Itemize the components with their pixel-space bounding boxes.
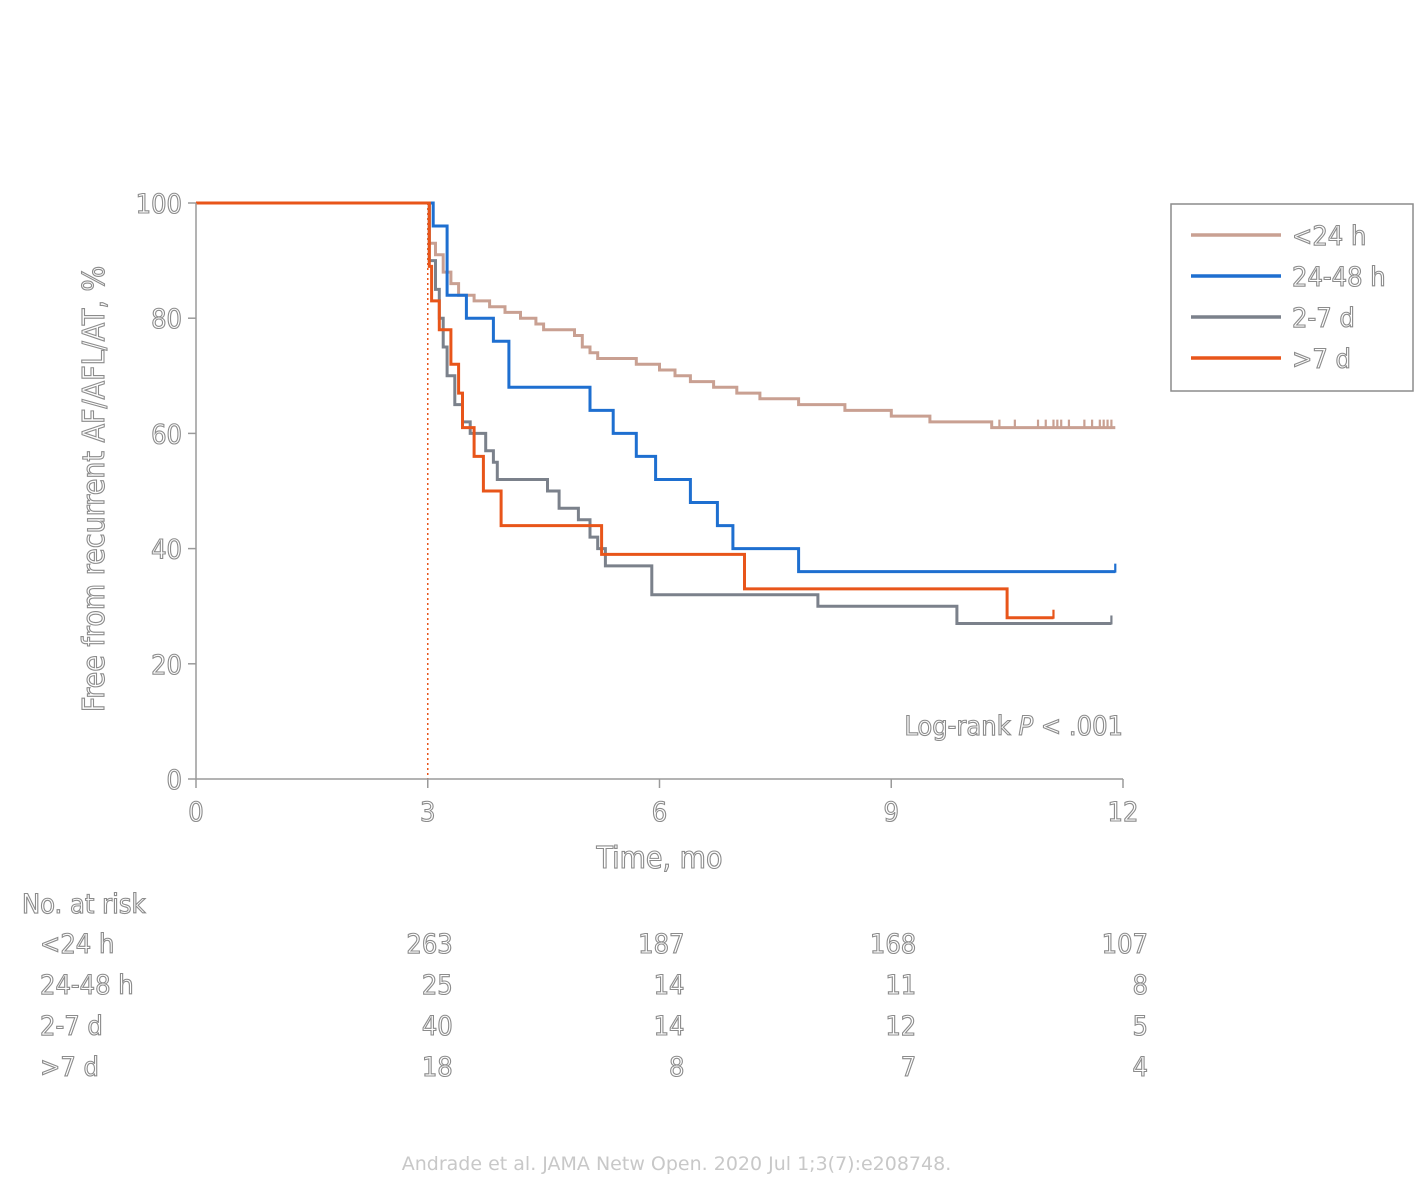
risk-count: 7 bbox=[901, 1052, 916, 1083]
legend-label-0: <24 h bbox=[1292, 221, 1366, 252]
y-axis-title: Free from recurrent AF/AFL/AT, % bbox=[77, 266, 112, 712]
risk-row-label-0: <24 h bbox=[40, 929, 114, 960]
series-line-1 bbox=[196, 201, 1116, 574]
risk-count: 187 bbox=[638, 929, 684, 960]
legend-label-3: >7 d bbox=[1292, 344, 1351, 375]
y-tick-label: 100 bbox=[136, 189, 182, 220]
risk-count: 4 bbox=[1133, 1052, 1148, 1083]
risk-count: 168 bbox=[870, 929, 916, 960]
x-tick-label: 0 bbox=[188, 797, 203, 828]
x-tick-label: 3 bbox=[420, 797, 435, 828]
legend: <24 h 24-48 h 2-7 d >7 d bbox=[1170, 203, 1414, 392]
citation: Andrade et al. JAMA Netw Open. 2020 Jul … bbox=[401, 1153, 952, 1175]
risk-count: 8 bbox=[669, 1052, 684, 1083]
y-tick-label: 40 bbox=[151, 535, 182, 566]
risk-count: 5 bbox=[1133, 1011, 1148, 1042]
risk-count: 12 bbox=[885, 1011, 916, 1042]
x-axis-title: Time, mo bbox=[596, 841, 723, 876]
risk-row-label-2: 2-7 d bbox=[40, 1011, 103, 1042]
risk-count: 25 bbox=[422, 970, 453, 1001]
risk-count: 18 bbox=[422, 1052, 453, 1083]
series-line-0 bbox=[196, 201, 1116, 430]
y-tick-label: 0 bbox=[167, 765, 182, 796]
risk-count: 8 bbox=[1133, 970, 1148, 1001]
x-tick-label: 9 bbox=[884, 797, 899, 828]
x-tick-label: 12 bbox=[1108, 797, 1139, 828]
logrank-annotation: Log-rank P < .001 bbox=[904, 711, 1123, 742]
series-line-3 bbox=[196, 201, 1054, 620]
risk-row-label-1: 24-48 h bbox=[40, 970, 134, 1001]
y-tick-label: 20 bbox=[151, 650, 182, 681]
series-line-2 bbox=[196, 201, 1112, 625]
legend-label-1: 24-48 h bbox=[1292, 262, 1386, 293]
y-tick-label: 60 bbox=[151, 419, 182, 450]
risk-table-title: No. at risk bbox=[22, 889, 146, 920]
risk-row-label-3: >7 d bbox=[40, 1052, 99, 1083]
risk-count: 263 bbox=[406, 929, 452, 960]
y-tick-label: 80 bbox=[151, 304, 182, 335]
risk-count: 14 bbox=[654, 970, 685, 1001]
risk-count: 14 bbox=[654, 1011, 685, 1042]
risk-count: 107 bbox=[1102, 929, 1148, 960]
legend-label-2: 2-7 d bbox=[1292, 303, 1355, 334]
axes: 0 20 40 60 80 100 0 3 6 9 12 Time, mo Free from recu… bbox=[76, 188, 1139, 876]
risk-count: 40 bbox=[422, 1011, 453, 1042]
x-tick-label: 6 bbox=[652, 797, 667, 828]
risk-count: 11 bbox=[885, 970, 916, 1001]
plot-area bbox=[196, 201, 1117, 779]
